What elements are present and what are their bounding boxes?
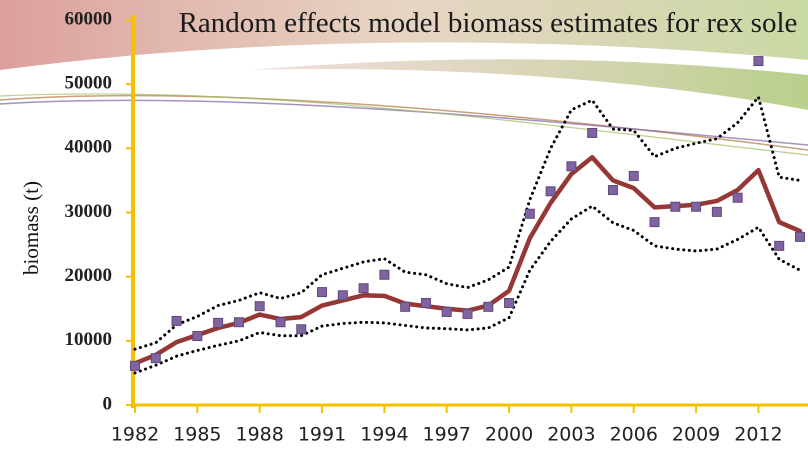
interval-line: [133, 95, 802, 351]
x-tick-label: 1991: [298, 424, 346, 446]
data-point: [420, 297, 431, 308]
interval-line: [133, 204, 802, 375]
x-tick-label: 2003: [547, 424, 595, 446]
data-point: [358, 283, 369, 294]
data-point: [774, 240, 785, 251]
data-point: [213, 317, 224, 328]
x-tick-label: 2012: [734, 424, 782, 446]
data-point: [524, 208, 535, 219]
y-tick-label: 20000: [65, 265, 113, 286]
estimate-line: [132, 155, 803, 366]
data-point: [150, 353, 161, 364]
decor-swoosh: [250, 59, 808, 110]
y-tick-label: 50000: [65, 73, 113, 94]
x-tick-label: 1985: [173, 424, 221, 446]
decor-line: [0, 93, 808, 156]
x-tick-label: 2006: [610, 424, 658, 446]
data-point: [171, 315, 182, 326]
data-point: [587, 127, 598, 138]
data-point: [566, 161, 577, 172]
decor-swoosh: [0, 0, 808, 70]
x-tick-label: 2009: [672, 424, 720, 446]
data-point: [192, 331, 203, 342]
chart-title: Random effects model biomass estimates f…: [178, 7, 798, 39]
y-tick-label: 10000: [65, 329, 113, 350]
data-point: [732, 192, 743, 203]
data-point: [275, 317, 286, 328]
x-tick-label: 1994: [360, 424, 408, 446]
data-point: [400, 301, 411, 312]
y-tick-label: 60000: [65, 8, 113, 29]
x-tick-label: 1982: [111, 424, 159, 446]
x-tick-label: 1988: [236, 424, 284, 446]
decor-line: [0, 99, 808, 146]
x-tick-label: 1997: [423, 424, 471, 446]
y-tick-label: 0: [103, 393, 113, 414]
y-tick-label: 40000: [65, 137, 113, 158]
data-point: [254, 301, 265, 312]
data-point: [670, 201, 681, 212]
data-point: [545, 186, 556, 197]
data-point: [296, 324, 307, 335]
data-point: [691, 201, 702, 212]
data-point: [337, 290, 348, 301]
data-point: [483, 301, 494, 312]
data-point: [130, 360, 140, 371]
y-tick-label: 30000: [65, 201, 113, 222]
data-point: [753, 56, 764, 67]
data-point: [711, 206, 722, 217]
y-axis-label: biomass (t): [19, 181, 43, 275]
data-point: [441, 306, 452, 317]
data-point: [504, 297, 515, 308]
data-point: [649, 217, 660, 228]
decor-line: [0, 94, 808, 151]
data-point: [233, 317, 244, 328]
data-point: [379, 269, 390, 280]
data-point: [462, 308, 473, 319]
x-tick-label: 2000: [485, 424, 533, 446]
data-point: [607, 185, 618, 196]
data-point: [317, 287, 328, 298]
data-point: [795, 231, 805, 242]
data-point: [628, 170, 639, 181]
